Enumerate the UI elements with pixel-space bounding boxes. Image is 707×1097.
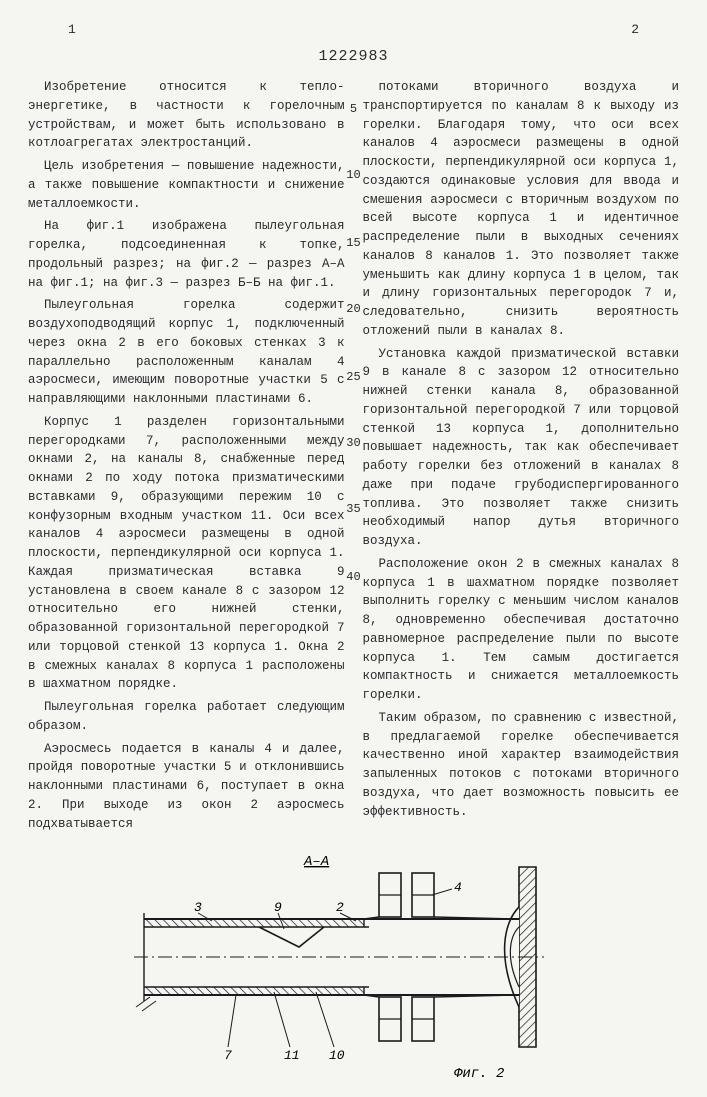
svg-text:10: 10 <box>329 1048 345 1063</box>
paragraph: Аэросмесь подается в каналы 4 и далее, п… <box>28 740 345 834</box>
page-number-left: 1 <box>68 20 76 40</box>
svg-text:3: 3 <box>194 900 202 915</box>
svg-text:11: 11 <box>284 1048 300 1063</box>
paragraph: Корпус 1 разделен горизонтальными перего… <box>28 413 345 694</box>
line-number: 20 <box>346 300 360 318</box>
line-number: 5 <box>350 100 357 118</box>
line-number: 15 <box>346 234 360 252</box>
line-number: 10 <box>346 166 360 184</box>
figure-label: Фиг. 2 <box>454 1066 504 1082</box>
line-number: 25 <box>346 368 360 386</box>
paragraph: Установка каждой призматической вставки … <box>363 345 680 551</box>
figure-2: А–А <box>28 847 679 1097</box>
text-columns: Изобретение относится к тепло-энергетике… <box>28 78 679 837</box>
paragraph: Пылеугольная горелка работает следующим … <box>28 698 345 736</box>
document-number: 1222983 <box>28 46 679 69</box>
page-number-right: 2 <box>631 20 639 40</box>
right-column: потоками вторичного воздуха и транспорти… <box>363 78 680 837</box>
left-column: Изобретение относится к тепло-энергетике… <box>28 78 345 837</box>
paragraph: На фиг.1 изображена пылеугольная горелка… <box>28 217 345 292</box>
line-number: 35 <box>346 500 360 518</box>
svg-text:9: 9 <box>274 900 282 915</box>
paragraph: Расположение окон 2 в смежных каналах 8 … <box>363 555 680 705</box>
paragraph: Таким образом, по сравнению с известной,… <box>363 709 680 822</box>
page-number-row: 1 2 <box>28 20 679 40</box>
figure-svg: А–А <box>124 847 584 1097</box>
paragraph: Изобретение относится к тепло-энергетике… <box>28 78 345 153</box>
paragraph: Цель изобретения — повышение надежности,… <box>28 157 345 213</box>
svg-text:7: 7 <box>224 1048 232 1063</box>
section-label: А–А <box>303 854 329 870</box>
svg-text:2: 2 <box>336 900 344 915</box>
paragraph: Пылеугольная горелка содержит воздухопод… <box>28 296 345 409</box>
svg-text:4: 4 <box>454 880 462 895</box>
line-number: 30 <box>346 434 360 452</box>
paragraph: потоками вторичного воздуха и транспорти… <box>363 78 680 341</box>
line-number: 40 <box>346 568 360 586</box>
